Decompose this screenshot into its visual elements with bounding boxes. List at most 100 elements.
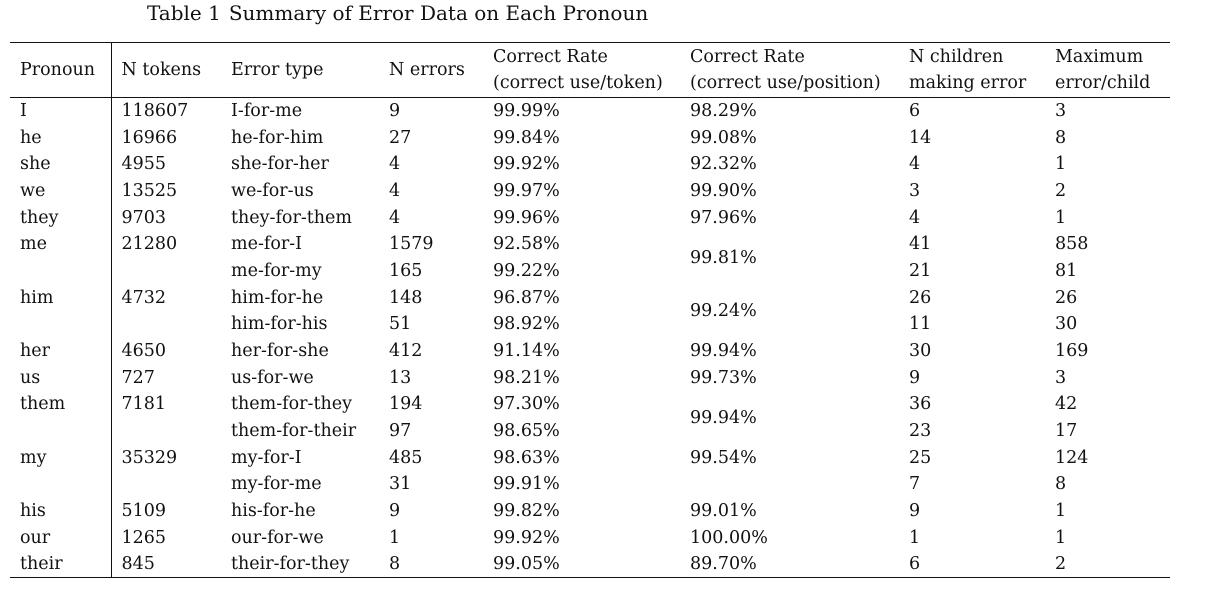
cell-pronoun: she [10,150,112,178]
cell-error-type: them-for-their [231,421,357,442]
cell-correct-rate-token: 98.65% [493,421,560,442]
cell-error-type: our-for-we [231,527,324,548]
cell-max-error-child: 1 [1055,207,1067,228]
cell-max-error-child: 17 [1055,421,1078,442]
cell-n-tokens: 1265 [121,527,167,548]
cell-n-errors: 485 [389,447,423,468]
cell-n-tokens: 16966 [121,127,178,148]
cell-n-tokens [111,471,221,498]
cell-n-children: 21 [909,260,932,281]
cell-pronoun: they [10,204,112,231]
cell-n-children: 36 [909,394,932,415]
header-line: making error [909,73,1027,93]
cell-pronoun: my [10,444,112,472]
cell-pronoun: her [10,337,112,365]
cell-correct-rate-token: 99.82% [493,501,560,522]
cell-n-errors: 4 [389,207,401,228]
table-row: us 727 us-for-we 13 98.21% 99.73% 9 3 [10,364,1170,392]
cell-correct-rate-token: 98.92% [493,314,560,335]
cell-max-error-child: 3 [1055,101,1067,122]
cell-pronoun: him [10,284,112,311]
header-line: Correct Rate [690,47,805,67]
table-row: him-for-his 51 98.92% 11 30 [10,311,1170,338]
cell-n-children: 11 [909,314,932,335]
cell-max-error-child: 2 [1055,180,1067,201]
cell-error-type: her-for-she [231,341,329,362]
cell-correct-rate-position: 99.94% [690,341,757,362]
cell-n-tokens: 727 [121,367,155,388]
cell-error-type: his-for-he [231,501,316,522]
cell-error-type: they-for-them [231,207,353,228]
cell-correct-rate-token: 99.91% [493,474,560,495]
table-row: her 4650 her-for-she 412 91.14% 99.94% 30 169 [10,337,1170,365]
table-caption: Table 1 Summary of Error Data on Each Pro… [147,0,648,26]
cell-correct-rate-position: 99.73% [690,367,757,388]
cell-correct-rate-token: 99.05% [483,551,680,579]
cell-max-error-child: 1 [1055,527,1067,548]
cell-correct-rate-position: 100.00% [690,527,768,548]
cell-correct-rate-token: 99.92% [493,154,560,175]
cell-correct-rate-position: 92.32% [690,154,757,175]
cell-n-errors: 165 [389,260,423,281]
cell-pronoun: us [10,364,112,392]
header-max-error-child: Maximum error/child [1045,42,1170,98]
cell-error-type: he-for-him [231,127,324,148]
cell-n-tokens [111,258,221,285]
cell-n-children: 41 [909,234,932,255]
cell-correct-rate-token: 98.63% [493,447,560,468]
cell-correct-rate-token: 91.14% [493,341,560,362]
table-row: me-for-my 165 99.22% 21 81 [10,257,1170,285]
cell-pronoun [10,311,112,338]
cell-correct-rate-token: 97.30% [493,394,560,415]
cell-n-children: 3 [909,180,921,201]
cell-max-error-child: 169 [1055,341,1089,362]
cell-n-errors: 27 [389,127,412,148]
cell-correct-rate-position [680,471,899,498]
cell-correct-rate-position: 99.01% [690,501,757,522]
cell-n-children: 26 [909,287,932,308]
cell-correct-rate-position: 99.81% [690,247,757,268]
cell-correct-rate-position: 99.94% [690,407,757,428]
cell-n-errors: 8 [379,551,483,579]
cell-pronoun: their [10,551,112,579]
cell-error-type: my-for-I [231,447,302,468]
caption-title: Summary of Error Data on Each Pronoun [228,1,649,25]
header-n-errors: N errors [379,42,483,98]
cell-max-error-child: 26 [1055,287,1078,308]
cell-correct-rate-token: 92.58% [493,234,560,255]
cell-correct-rate-token: 96.87% [493,287,560,308]
cell-n-tokens: 35329 [121,447,178,468]
table-row: he 16966 he-for-him 27 99.84% 99.08% 14 8 [10,124,1170,151]
cell-n-children: 25 [909,447,932,468]
header-row: Pronoun N tokens Error type N errors Correct… [10,42,1170,98]
cell-correct-rate-position: 99.08% [690,127,757,148]
table-row: we 13525 we-for-us 4 99.97% 99.90% 3 2 [10,177,1170,205]
cell-n-tokens [111,311,221,338]
cell-correct-rate-token: 98.21% [493,367,560,388]
cell-n-children: 1 [909,527,921,548]
cell-error-type: him-for-he [231,287,324,308]
cell-n-errors: 9 [389,501,401,522]
header-error-type: Error type [221,42,379,98]
cell-n-tokens [111,418,221,445]
cell-n-children: 14 [909,127,932,148]
cell-n-tokens: 845 [111,551,221,579]
cell-pronoun: he [10,124,112,151]
error-summary-table: Pronoun N tokens Error type N errors Correct… [10,42,1170,579]
cell-n-errors: 9 [389,101,401,122]
cell-n-errors: 13 [389,367,412,388]
cell-n-errors: 148 [389,287,423,308]
table-row: she 4955 she-for-her 4 99.92% 92.32% 4 1 [10,150,1170,178]
cell-max-error-child: 1 [1055,501,1067,522]
cell-error-type: me-for-I [231,234,303,255]
cell-error-type: them-for-they [231,394,353,415]
table-row: his 5109 his-for-he 9 99.82% 99.01% 9 1 [10,497,1170,525]
cell-n-errors: 1 [389,527,401,548]
cell-pronoun: we [10,177,112,205]
cell-n-children: 4 [909,154,921,175]
cell-max-error-child: 858 [1055,234,1089,255]
cell-n-errors: 51 [389,314,412,335]
caption-label: Table 1 [147,1,221,25]
cell-n-children: 9 [909,501,921,522]
cell-max-error-child: 8 [1055,127,1067,148]
